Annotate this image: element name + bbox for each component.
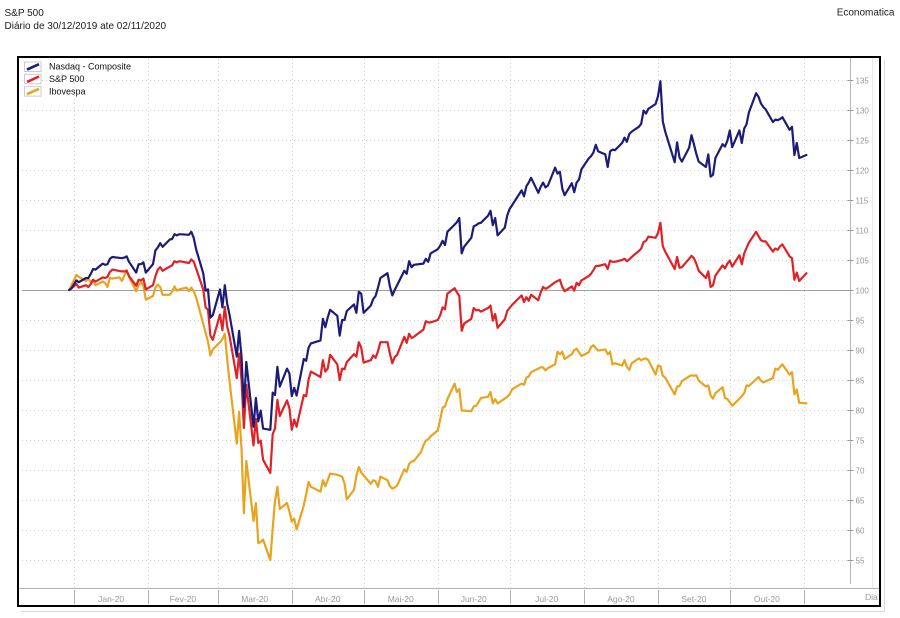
- svg-text:130: 130: [856, 106, 870, 115]
- svg-text:115: 115: [856, 196, 869, 205]
- svg-text:Out-20: Out-20: [754, 594, 780, 604]
- svg-text:S&P 500: S&P 500: [5, 8, 45, 19]
- svg-text:75: 75: [856, 436, 865, 445]
- svg-text:55: 55: [856, 556, 865, 565]
- svg-text:60: 60: [856, 526, 865, 535]
- svg-text:Nasdaq - Composite: Nasdaq - Composite: [49, 62, 131, 72]
- svg-text:120: 120: [856, 166, 870, 175]
- svg-text:125: 125: [856, 136, 870, 145]
- svg-text:Ago-20: Ago-20: [607, 594, 635, 604]
- svg-text:135: 135: [856, 76, 870, 85]
- svg-text:Jul-20: Jul-20: [535, 594, 558, 604]
- svg-text:Set-20: Set-20: [681, 594, 706, 604]
- svg-text:Jun-20: Jun-20: [461, 594, 487, 604]
- svg-text:Economatica: Economatica: [837, 8, 895, 19]
- svg-text:Abr-20: Abr-20: [315, 594, 341, 604]
- svg-text:65: 65: [856, 496, 865, 505]
- svg-text:Dia: Dia: [865, 592, 878, 602]
- svg-text:90: 90: [856, 346, 865, 355]
- svg-text:Fev-20: Fev-20: [170, 594, 197, 604]
- svg-text:Ibovespa: Ibovespa: [49, 86, 86, 96]
- svg-text:100: 100: [856, 286, 870, 295]
- svg-text:80: 80: [856, 406, 865, 415]
- svg-text:S&P 500: S&P 500: [49, 74, 84, 84]
- svg-text:85: 85: [856, 376, 865, 385]
- svg-text:Diário de 30/12/2019 ate 02/11: Diário de 30/12/2019 ate 02/11/2020: [5, 21, 167, 32]
- svg-text:105: 105: [856, 256, 870, 265]
- svg-text:Mar-20: Mar-20: [241, 594, 268, 604]
- svg-text:Mai-20: Mai-20: [388, 594, 414, 604]
- svg-text:70: 70: [856, 466, 865, 475]
- svg-text:Jan-20: Jan-20: [98, 594, 124, 604]
- svg-text:110: 110: [856, 226, 869, 235]
- svg-text:95: 95: [856, 316, 865, 325]
